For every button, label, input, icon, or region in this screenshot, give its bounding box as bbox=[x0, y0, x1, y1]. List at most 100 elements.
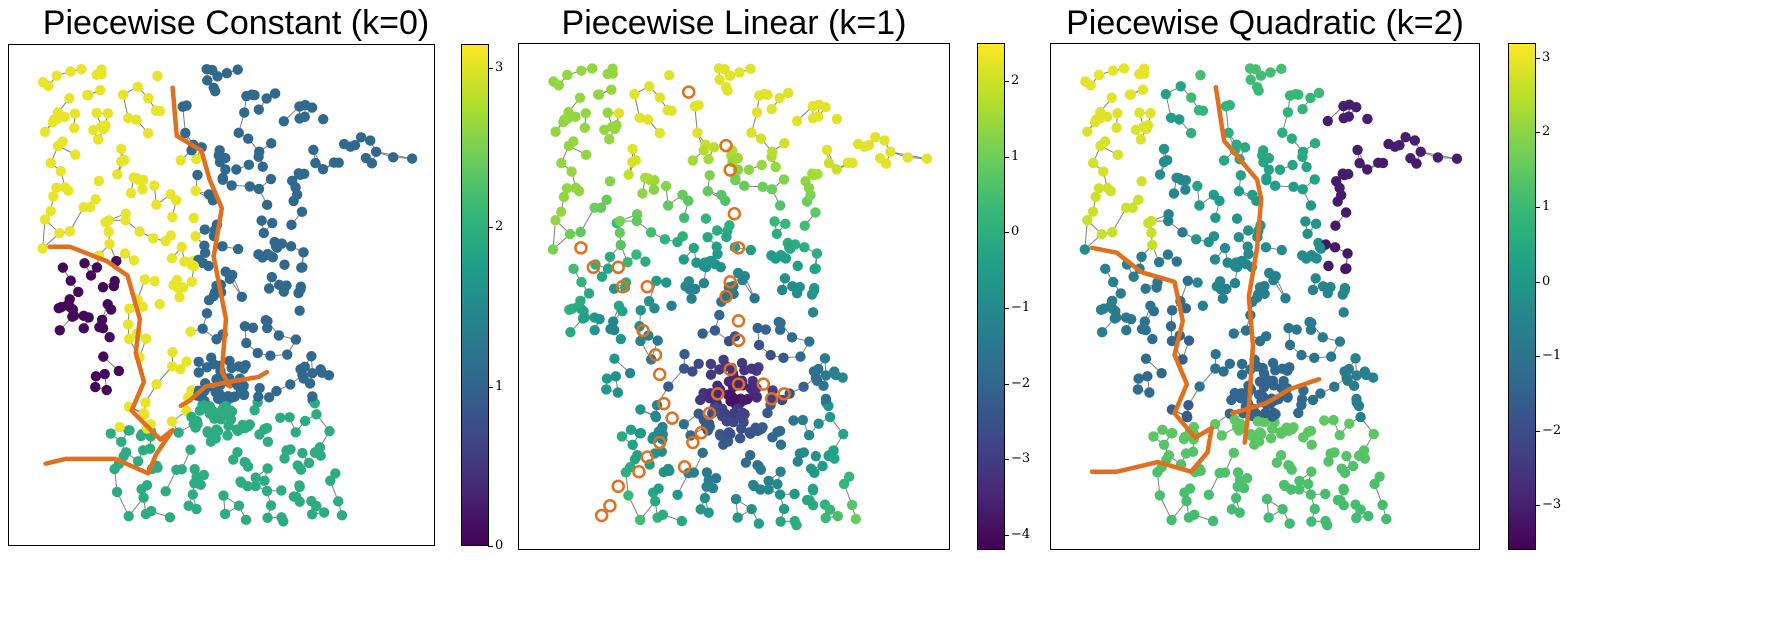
graph-node bbox=[228, 454, 239, 465]
graph-node bbox=[610, 371, 622, 382]
graph-node bbox=[746, 363, 757, 374]
graph-node bbox=[819, 353, 831, 364]
highlighted-node bbox=[723, 362, 737, 377]
graph-node bbox=[724, 220, 735, 231]
graph-node bbox=[627, 439, 638, 450]
graph-node bbox=[1118, 63, 1130, 74]
graph-node bbox=[808, 169, 819, 181]
graph-node bbox=[1347, 460, 1359, 472]
graph-node bbox=[51, 182, 62, 194]
graph-node bbox=[1344, 418, 1355, 429]
graph-node bbox=[663, 381, 674, 392]
colorbar-tickmark bbox=[1004, 534, 1009, 536]
graph-node bbox=[250, 480, 261, 492]
graph-node bbox=[594, 313, 605, 325]
graph-node bbox=[70, 149, 81, 160]
graph-node bbox=[601, 384, 612, 395]
graph-node bbox=[1217, 293, 1229, 304]
graph-node bbox=[709, 325, 721, 336]
graph-node bbox=[202, 75, 213, 86]
graph-node bbox=[614, 227, 626, 238]
graph-node bbox=[1359, 453, 1371, 464]
graph-node bbox=[202, 426, 213, 437]
graph-node bbox=[1451, 153, 1463, 164]
graph-node bbox=[307, 391, 318, 402]
graph-node bbox=[1286, 133, 1298, 144]
graph-node bbox=[39, 126, 51, 137]
graph-node bbox=[1210, 212, 1221, 224]
graph-node bbox=[1087, 206, 1099, 217]
graph-node bbox=[632, 450, 643, 461]
graph-node bbox=[843, 471, 855, 482]
graph-node bbox=[769, 216, 780, 227]
graph-node bbox=[1305, 425, 1317, 437]
graph-node bbox=[240, 514, 252, 526]
graph-node bbox=[789, 488, 800, 500]
graph-node bbox=[558, 116, 569, 128]
graph-node bbox=[1306, 466, 1317, 477]
graph-node bbox=[324, 425, 335, 437]
graph-node bbox=[678, 419, 690, 430]
graph-node bbox=[1186, 92, 1197, 103]
graph-node bbox=[1338, 112, 1349, 124]
graph-node bbox=[1306, 317, 1317, 329]
graph-node bbox=[306, 351, 317, 362]
graph-node bbox=[295, 169, 306, 181]
graph-node bbox=[775, 516, 786, 527]
graph-node bbox=[702, 186, 714, 197]
graph-node bbox=[653, 426, 664, 437]
graph-node bbox=[191, 153, 202, 165]
graph-panel bbox=[37, 63, 418, 527]
graph-node bbox=[1095, 140, 1106, 152]
highlighted-node bbox=[665, 411, 679, 425]
graph-node bbox=[294, 305, 305, 316]
graph-node bbox=[1305, 489, 1317, 500]
graph-node bbox=[1351, 370, 1362, 381]
graph-node bbox=[803, 429, 815, 441]
highlighted-node bbox=[719, 289, 733, 304]
graph-node bbox=[315, 450, 326, 461]
colorbar-tickmark bbox=[1004, 459, 1009, 461]
graph-node bbox=[753, 90, 765, 101]
graph-node bbox=[779, 138, 790, 149]
graph-node bbox=[128, 255, 140, 266]
graph-node bbox=[1381, 513, 1392, 525]
graph-node bbox=[652, 335, 663, 346]
graph-node bbox=[687, 155, 699, 166]
graph-node bbox=[662, 200, 674, 211]
graph-node bbox=[714, 309, 725, 321]
graph-node bbox=[138, 407, 150, 419]
graph-node bbox=[45, 205, 56, 217]
graph-node bbox=[744, 427, 755, 438]
graph-node bbox=[119, 248, 131, 259]
graph-node bbox=[1250, 64, 1261, 75]
graph-node bbox=[151, 199, 162, 210]
graph-node bbox=[292, 460, 303, 471]
graph-node bbox=[103, 226, 114, 238]
graph-node bbox=[1355, 504, 1366, 515]
graph-node bbox=[663, 463, 674, 475]
graph-node bbox=[330, 468, 341, 479]
graph-node bbox=[1096, 326, 1108, 338]
graph-node bbox=[1355, 411, 1366, 423]
highlighted-node bbox=[702, 406, 717, 421]
graph-node bbox=[256, 215, 267, 226]
graph-node bbox=[660, 180, 672, 192]
graph-node bbox=[1224, 100, 1236, 111]
graph-node bbox=[846, 499, 858, 511]
graph-node bbox=[684, 283, 695, 295]
graph-node bbox=[59, 182, 71, 193]
graph-node bbox=[879, 135, 890, 146]
graph-node bbox=[140, 397, 151, 408]
graph-node bbox=[1243, 225, 1254, 236]
graph-node bbox=[1270, 180, 1281, 192]
graph-node bbox=[1142, 371, 1153, 382]
graph-node bbox=[1296, 393, 1308, 405]
graph-node bbox=[253, 183, 265, 195]
graph-node bbox=[303, 457, 315, 469]
graph-node bbox=[775, 439, 787, 450]
graph-node bbox=[564, 304, 575, 315]
graph-node bbox=[160, 486, 171, 497]
graph-node bbox=[716, 189, 727, 201]
graph-node bbox=[51, 70, 62, 81]
